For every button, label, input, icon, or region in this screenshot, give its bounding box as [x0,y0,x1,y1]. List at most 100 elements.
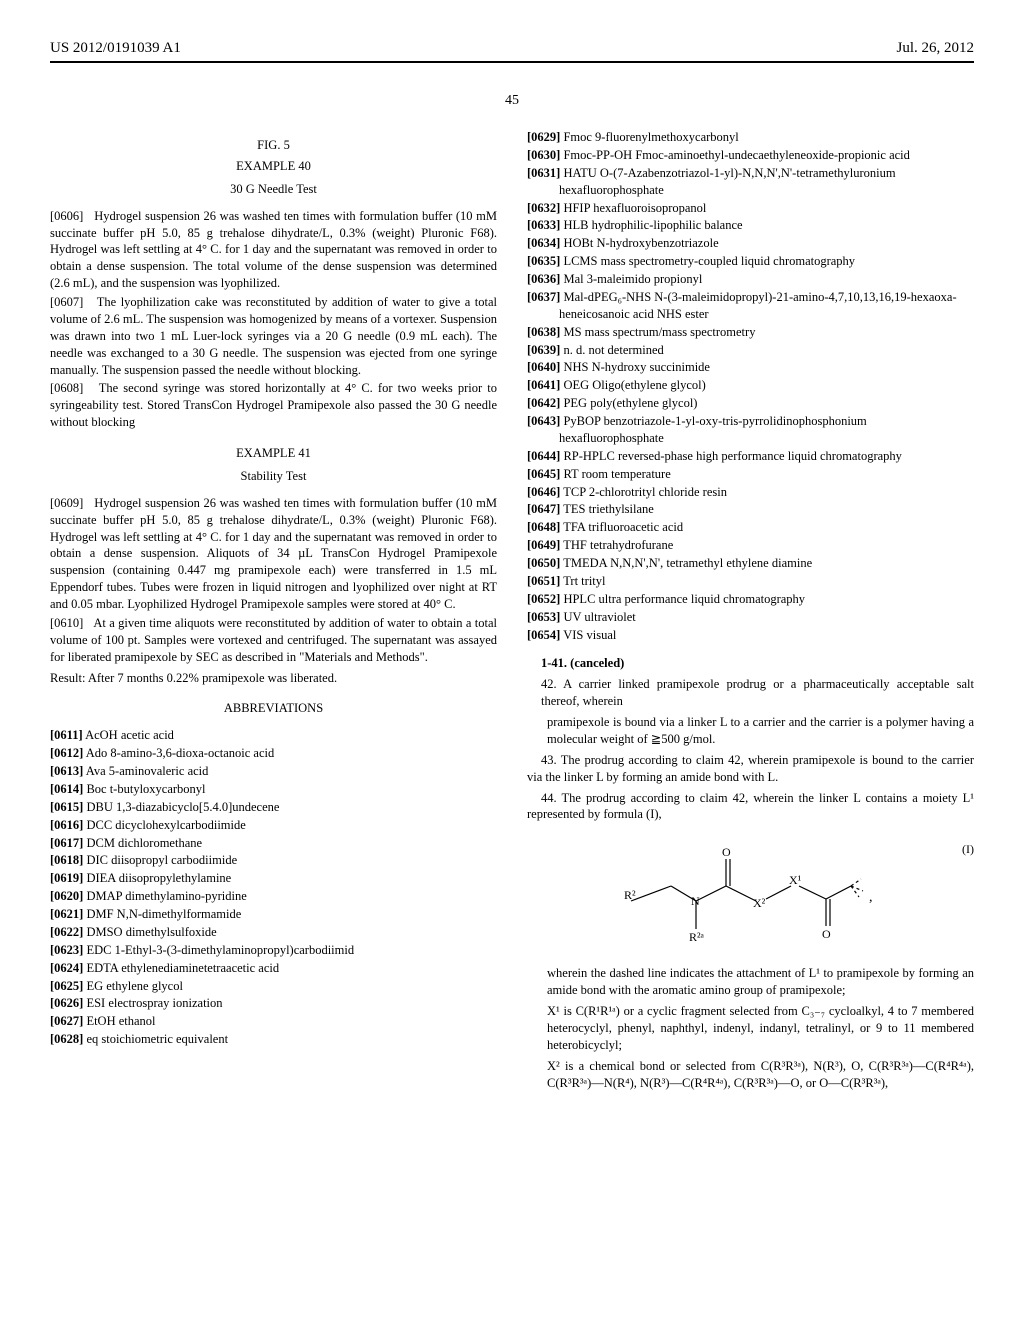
para-text: Hydrogel suspension 26 was washed ten ti… [50,209,497,291]
abbrev-number: [0646] [527,485,560,499]
abbrev-text: DIEA diisopropylethylamine [83,871,231,885]
abbrev-text: OEG Oligo(ethylene glycol) [560,378,705,392]
abbrev-item: [0627] EtOH ethanol [50,1013,497,1030]
abbrev-number: [0617] [50,836,83,850]
atom-R2a: R²ᵃ [689,930,705,944]
abbrev-text: DMF N,N-dimethylformamide [83,907,241,921]
abbrev-text: Fmoc 9-fluorenylmethoxycarbonyl [560,130,738,144]
right-column: [0629] Fmoc 9-fluorenylmethoxycarbonyl[0… [527,129,974,1095]
abbrev-item: [0637] Mal-dPEG₆-NHS N-(3-maleimidopropy… [527,289,974,323]
abbrev-text: EtOH ethanol [83,1014,155,1028]
abbrev-text: PyBOP benzotriazole-1-yl-oxy-tris-pyrrol… [559,414,867,445]
abbrev-item: [0630] Fmoc-PP-OH Fmoc-aminoethyl-undeca… [527,147,974,164]
abbrev-text: DBU 1,3-diazabicyclo[5.4.0]undecene [83,800,279,814]
abbrev-number: [0642] [527,396,560,410]
abbrev-text: DCM dichloromethane [83,836,202,850]
chemical-structure-svg: R² R²ᵃ N O X² X¹ O , [601,841,901,951]
abbrev-item: [0611] AcOH acetic acid [50,727,497,744]
abbrev-list-left: [0611] AcOH acetic acid[0612] Ado 8-amin… [50,727,497,1048]
abbrev-item: [0653] UV ultraviolet [527,609,974,626]
abbrev-number: [0638] [527,325,560,339]
abbrev-number: [0620] [50,889,83,903]
patent-page: US 2012/0191039 A1 Jul. 26, 2012 45 FIG.… [0,0,1024,1135]
claim-1-41: 1-41. (canceled) [527,655,974,672]
abbrev-number: [0623] [50,943,83,957]
abbrev-item: [0647] TES triethylsilane [527,501,974,518]
abbrev-number: [0653] [527,610,560,624]
claim-44-sub2: X¹ is C(R¹R¹ᵃ) or a cyclic fragment sele… [527,1003,974,1054]
abbrev-number: [0626] [50,996,83,1010]
para-number: [0610] [50,616,83,630]
abbrev-item: [0652] HPLC ultra performance liquid chr… [527,591,974,608]
atom-O2: O [822,927,831,941]
atom-X2: X² [753,896,766,910]
abbrev-number: [0628] [50,1032,83,1046]
abbrev-item: [0623] EDC 1-Ethyl-3-(3-dimethylaminopro… [50,942,497,959]
para-0608: [0608] The second syringe was stored hor… [50,380,497,431]
abbrev-item: [0654] VIS visual [527,627,974,644]
abbrev-number: [0618] [50,853,83,867]
atom-N: N [691,894,700,908]
abbrev-number: [0635] [527,254,560,268]
abbrev-item: [0634] HOBt N-hydroxybenzotriazole [527,235,974,252]
abbrev-number: [0654] [527,628,560,642]
abbrev-text: Mal-dPEG₆-NHS N-(3-maleimidopropyl)-21-a… [559,290,957,321]
abbrev-text: THF tetrahydrofurane [560,538,673,552]
abbrev-item: [0628] eq stoichiometric equivalent [50,1031,497,1048]
example-41-subtitle: Stability Test [50,468,497,485]
abbrev-item: [0631] HATU O-(7-Azabenzotriazol-1-yl)-N… [527,165,974,199]
abbrev-number: [0650] [527,556,560,570]
abbreviations-heading: ABBREVIATIONS [50,700,497,717]
abbrev-number: [0644] [527,449,560,463]
abbrev-number: [0633] [527,218,560,232]
abbrev-text: n. d. not determined [560,343,663,357]
abbrev-number: [0652] [527,592,560,606]
abbrev-item: [0639] n. d. not determined [527,342,974,359]
publication-number: US 2012/0191039 A1 [50,40,181,57]
abbrev-item: [0645] RT room temperature [527,466,974,483]
abbrev-item: [0650] TMEDA N,N,N',N', tetramethyl ethy… [527,555,974,572]
abbrev-item: [0629] Fmoc 9-fluorenylmethoxycarbonyl [527,129,974,146]
claim-42-sub: pramipexole is bound via a linker L to a… [527,714,974,748]
page-header: US 2012/0191039 A1 Jul. 26, 2012 [50,40,974,63]
abbrev-item: [0651] Trt trityl [527,573,974,590]
abbrev-item: [0612] Ado 8-amino-3,6-dioxa-octanoic ac… [50,745,497,762]
abbrev-item: [0633] HLB hydrophilic-lipophilic balanc… [527,217,974,234]
abbrev-text: EDC 1-Ethyl-3-(3-dimethylaminopropyl)car… [83,943,354,957]
formula-I: (I) [527,841,974,951]
abbrev-text: HLB hydrophilic-lipophilic balance [560,218,742,232]
abbrev-text: DMAP dimethylamino-pyridine [83,889,246,903]
abbrev-number: [0614] [50,782,83,796]
abbrev-text: DCC dicyclohexylcarbodiimide [83,818,245,832]
abbrev-number: [0648] [527,520,560,534]
abbrev-item: [0621] DMF N,N-dimethylformamide [50,906,497,923]
para-number: [0608] [50,381,83,395]
example-41-label: EXAMPLE 41 [50,445,497,462]
abbrev-number: [0624] [50,961,83,975]
abbrev-text: RT room temperature [560,467,670,481]
abbrev-number: [0632] [527,201,560,215]
formula-comma: , [869,890,873,905]
abbrev-text: eq stoichiometric equivalent [83,1032,228,1046]
abbrev-text: Mal 3-maleimido propionyl [560,272,702,286]
figure-label: FIG. 5 [50,137,497,154]
abbrev-item: [0614] Boc t-butyloxycarbonyl [50,781,497,798]
result-line: Result: After 7 months 0.22% pramipexole… [50,670,497,687]
abbrev-text: Boc t-butyloxycarbonyl [83,782,205,796]
abbrev-text: NHS N-hydroxy succinimide [560,360,710,374]
abbrev-number: [0647] [527,502,560,516]
abbrev-item: [0646] TCP 2-chlorotrityl chloride resin [527,484,974,501]
para-number: [0607] [50,295,83,309]
abbrev-text: TMEDA N,N,N',N', tetramethyl ethylene di… [560,556,812,570]
abbrev-text: RP-HPLC reversed-phase high performance … [560,449,902,463]
abbrev-number: [0621] [50,907,83,921]
abbrev-text: HPLC ultra performance liquid chromatogr… [560,592,805,606]
formula-label: (I) [962,841,974,857]
abbrev-number: [0616] [50,818,83,832]
claim-44-sub1: wherein the dashed line indicates the at… [527,965,974,999]
atom-R2: R² [624,888,636,902]
abbrev-text: EG ethylene glycol [83,979,183,993]
atom-O1: O [722,845,731,859]
atom-X1: X¹ [789,873,802,887]
abbrev-item: [0638] MS mass spectrum/mass spectrometr… [527,324,974,341]
